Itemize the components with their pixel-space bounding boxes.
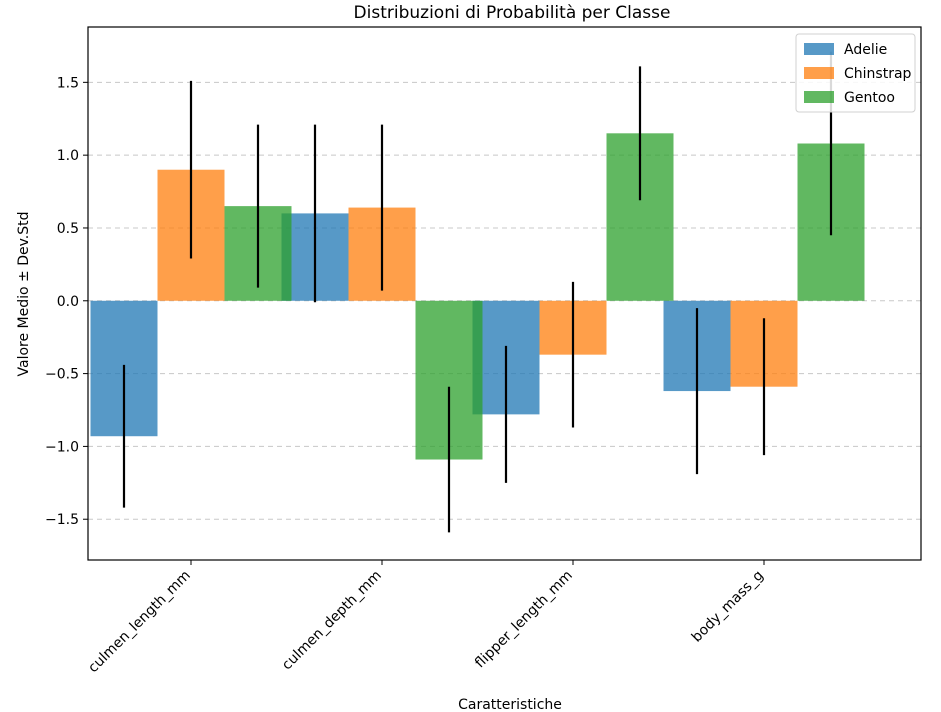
error-bars (122, 51, 833, 533)
bars (90, 133, 865, 460)
y-tick-label: 0.0 (57, 294, 79, 310)
x-axis-ticks: culmen_length_mm culmen_depth_mm flipper_l… (85, 560, 767, 676)
x-axis-label: Caratteristiche (458, 697, 562, 712)
chart-title: Distribuzioni di Probabilità per Classe (354, 3, 671, 23)
legend-swatch (804, 91, 834, 103)
y-tick-label: 1.5 (57, 75, 79, 91)
legend-label: Adelie (844, 42, 887, 58)
y-axis-label: Valore Medio ± Dev.Std (16, 211, 32, 376)
y-tick-label: −1.0 (45, 439, 79, 455)
x-tick-label: culmen_depth_mm (279, 568, 385, 674)
y-tick-label: −0.5 (45, 367, 79, 383)
y-tick-label: 1.0 (57, 148, 79, 164)
legend: Adelie Chinstrap Gentoo (795, 33, 916, 113)
y-tick-label: −1.5 (45, 512, 79, 528)
x-tick-label: culmen_length_mm (85, 568, 194, 677)
x-tick-label: body_mass_g (689, 568, 767, 646)
plot-frame (87, 26, 922, 561)
legend-label: Gentoo (844, 90, 895, 106)
legend-label: Chinstrap (844, 66, 912, 82)
y-tick-label: 0.5 (57, 221, 79, 237)
legend-swatch (804, 43, 834, 55)
y-axis-ticks: −1.5 −1.0 −0.5 0.0 0.5 1.0 1.5 (45, 75, 88, 528)
legend-swatch (804, 67, 834, 79)
x-tick-label: flipper_length_mm (472, 568, 576, 672)
